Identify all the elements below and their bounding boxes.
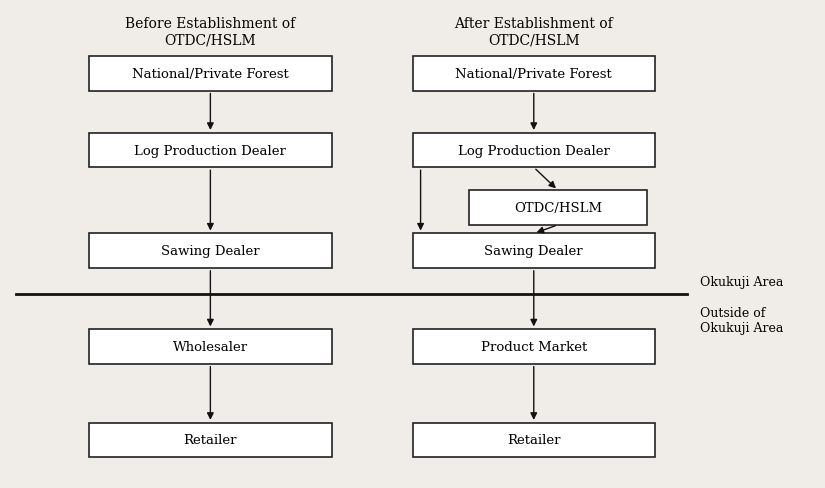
Text: Retailer: Retailer — [507, 434, 560, 447]
Text: Log Production Dealer: Log Production Dealer — [458, 144, 610, 157]
Text: Okukuji Area: Okukuji Area — [700, 276, 783, 289]
Bar — [89, 329, 332, 364]
Bar — [89, 423, 332, 457]
Text: Retailer: Retailer — [184, 434, 237, 447]
Text: Before Establishment of
OTDC/HSLM: Before Establishment of OTDC/HSLM — [125, 17, 295, 47]
Bar — [412, 423, 655, 457]
Bar — [89, 57, 332, 91]
Text: Wholesaler: Wholesaler — [172, 340, 248, 353]
Text: National/Private Forest: National/Private Forest — [455, 68, 612, 81]
Bar — [412, 134, 655, 168]
Text: Log Production Dealer: Log Production Dealer — [134, 144, 286, 157]
Bar — [89, 134, 332, 168]
Bar — [412, 57, 655, 91]
Text: National/Private Forest: National/Private Forest — [132, 68, 289, 81]
Text: Outside of
Okukuji Area: Outside of Okukuji Area — [700, 306, 783, 334]
Text: Sawing Dealer: Sawing Dealer — [484, 244, 583, 258]
Text: Product Market: Product Market — [481, 340, 587, 353]
Bar — [412, 234, 655, 268]
Text: OTDC/HSLM: OTDC/HSLM — [514, 202, 602, 215]
Text: Sawing Dealer: Sawing Dealer — [161, 244, 260, 258]
Bar — [412, 329, 655, 364]
Bar — [469, 191, 647, 225]
Text: After Establishment of
OTDC/HSLM: After Establishment of OTDC/HSLM — [455, 17, 613, 47]
Bar — [89, 234, 332, 268]
